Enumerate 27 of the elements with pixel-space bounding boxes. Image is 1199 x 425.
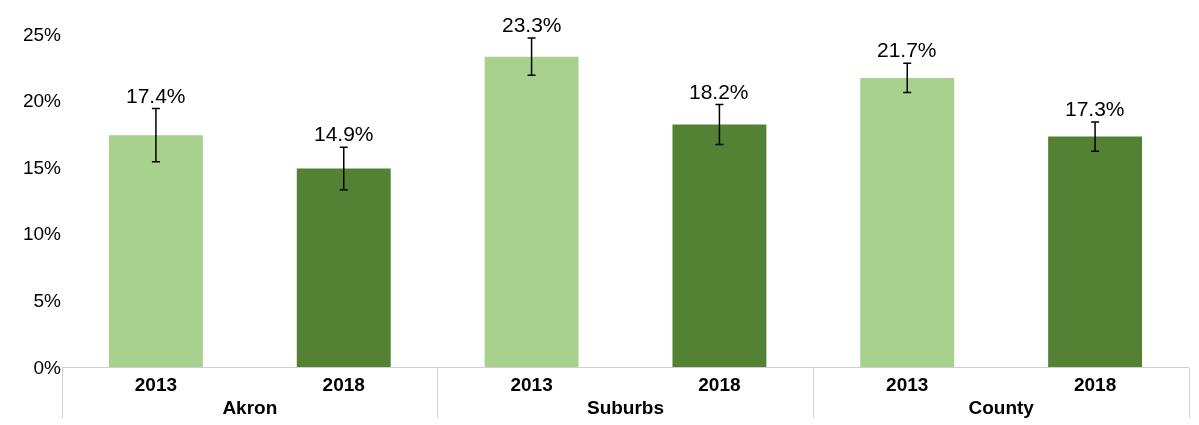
bar: [296, 168, 391, 367]
y-tick-label: 10%: [22, 223, 62, 245]
data-label: 17.4%: [126, 84, 186, 107]
data-label: 17.3%: [1065, 97, 1125, 120]
text: 2013: [886, 373, 929, 395]
bar: [860, 77, 955, 367]
data-label: 23.3%: [502, 13, 562, 36]
y-tick-label: 15%: [22, 156, 62, 178]
data-label: 21.7%: [877, 38, 937, 61]
series-label: 2018: [322, 373, 365, 395]
bar: [108, 135, 203, 367]
series-label: 2013: [134, 373, 178, 395]
text: 2018: [698, 373, 741, 395]
y-tick-label: 5%: [33, 290, 62, 312]
bar: [1048, 136, 1143, 367]
text: 2013: [510, 373, 553, 395]
y-tick-label: 0%: [33, 356, 62, 378]
data-label: 18.2%: [689, 80, 749, 103]
bar: [484, 56, 579, 367]
x-tick-label: County: [968, 396, 1035, 418]
text: 2018: [1073, 373, 1117, 395]
bar: [672, 124, 767, 367]
x-tick-label: Suburbs: [586, 396, 665, 418]
y-tick-label: 25%: [22, 23, 62, 45]
y-tick-label: 20%: [22, 90, 62, 112]
data-label: 14.9%: [314, 122, 374, 145]
x-tick-label: Akron: [222, 396, 278, 418]
